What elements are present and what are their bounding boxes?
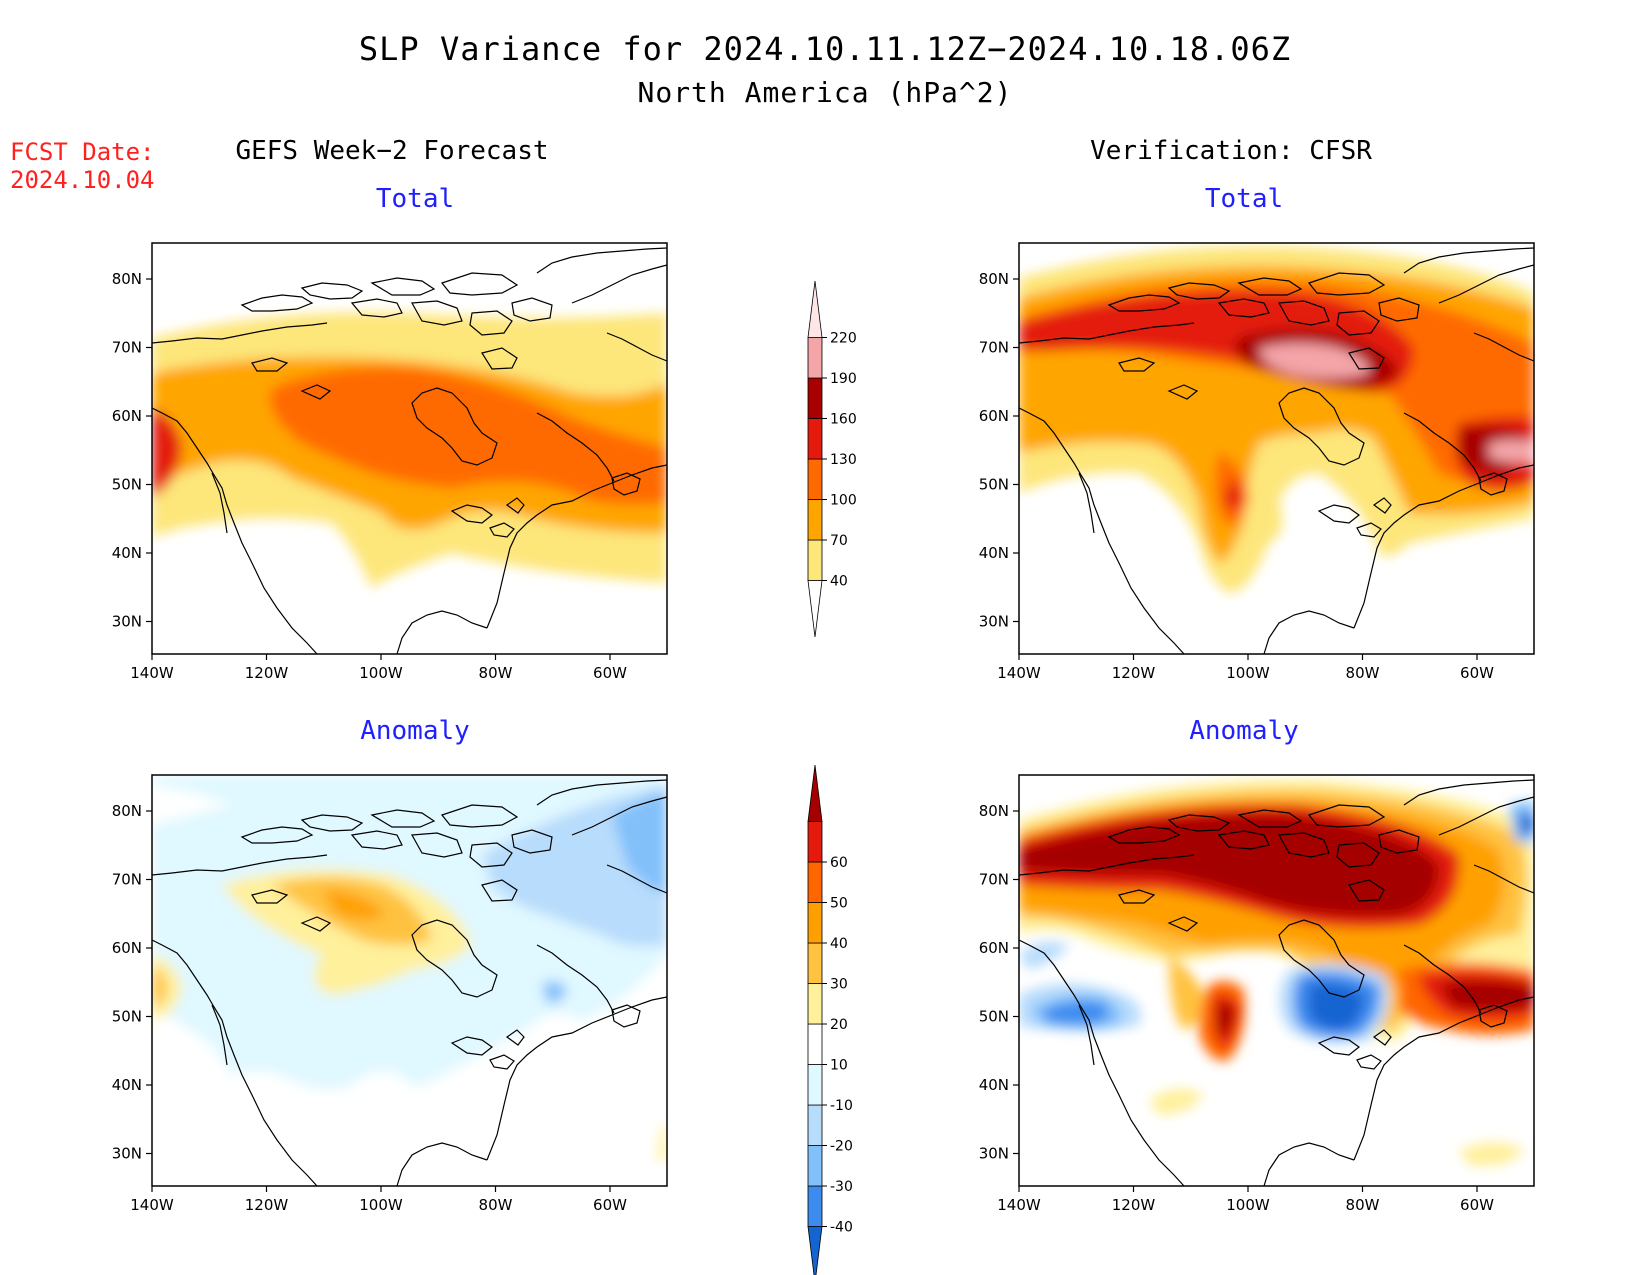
right-column-title: Verification: CFSR bbox=[1090, 136, 1372, 166]
colorbar-swatch bbox=[807, 902, 823, 944]
lat-tick-label-forecast-anomaly: 50N bbox=[112, 1008, 142, 1026]
lon-tick-label-forecast-anomaly: 80W bbox=[479, 1196, 513, 1214]
colorbar-label: 20 bbox=[830, 1017, 848, 1033]
panel-title-forecast-total: Total bbox=[375, 184, 455, 214]
panel-title-verification-anomaly: Anomaly bbox=[1189, 716, 1299, 746]
colorbar-swatch bbox=[807, 280, 823, 338]
lat-tick-label-verification-anomaly: 80N bbox=[979, 802, 1009, 820]
main-subtitle: North America (hPa^2) bbox=[637, 76, 1013, 109]
colorbar-swatch bbox=[807, 1145, 823, 1187]
lat-tick-label-forecast-total: 40N bbox=[112, 544, 142, 562]
lon-tick-label-verification-total: 80W bbox=[1346, 664, 1380, 682]
main-title: SLP Variance for 2024.10.11.12Z−2024.10.… bbox=[358, 30, 1292, 68]
lon-tick-label-forecast-anomaly: 60W bbox=[593, 1196, 627, 1214]
colorbar-label: 40 bbox=[830, 936, 848, 952]
lat-tick-label-forecast-total: 80N bbox=[112, 270, 142, 288]
colorbar-swatch bbox=[807, 1226, 823, 1275]
colorbar-label: -20 bbox=[830, 1139, 853, 1155]
lon-tick-label-verification-total: 120W bbox=[1112, 664, 1156, 682]
left-column-title: GEFS Week−2 Forecast bbox=[235, 136, 549, 166]
map-verification-total bbox=[1019, 246, 1534, 593]
map-forecast-total bbox=[152, 312, 667, 588]
lat-tick-label-forecast-anomaly: 80N bbox=[112, 802, 142, 820]
colorbar-swatch bbox=[807, 1104, 823, 1146]
colorbar-label: 60 bbox=[830, 855, 848, 871]
lon-tick-label-verification-total: 140W bbox=[997, 664, 1041, 682]
colorbar-swatch bbox=[807, 377, 823, 419]
map-forecast-anomaly bbox=[152, 775, 667, 1160]
lat-tick-label-verification-anomaly: 40N bbox=[979, 1076, 1009, 1094]
lat-tick-label-verification-total: 30N bbox=[979, 613, 1009, 631]
colorbar-swatch bbox=[807, 983, 823, 1025]
colorbar-swatch bbox=[807, 1064, 823, 1106]
colorbar-swatch bbox=[807, 499, 823, 541]
colorbar-swatch bbox=[807, 1185, 823, 1227]
colorbar-label: -10 bbox=[830, 1098, 853, 1114]
colorbar-label: 160 bbox=[830, 412, 857, 428]
lat-tick-label-forecast-anomaly: 40N bbox=[112, 1076, 142, 1094]
lat-tick-label-forecast-total: 30N bbox=[112, 613, 142, 631]
colorbar-label: -40 bbox=[830, 1220, 853, 1236]
colorbar-swatch bbox=[807, 861, 823, 903]
lon-tick-label-forecast-total: 100W bbox=[359, 664, 403, 682]
lon-tick-label-verification-total: 60W bbox=[1460, 664, 1494, 682]
colorbar-swatch bbox=[807, 942, 823, 984]
lat-tick-label-forecast-anomaly: 30N bbox=[112, 1145, 142, 1163]
lon-tick-label-forecast-anomaly: 100W bbox=[359, 1196, 403, 1214]
lon-tick-label-verification-anomaly: 100W bbox=[1226, 1196, 1270, 1214]
colorbar-label: 30 bbox=[830, 977, 848, 993]
colorbar-swatch bbox=[807, 539, 823, 581]
lat-tick-label-verification-total: 80N bbox=[979, 270, 1009, 288]
colorbar-anomaly: -40 -30 -20 -10 10 20 30 40 50 60 bbox=[807, 764, 853, 1275]
lon-tick-label-verification-total: 100W bbox=[1226, 664, 1270, 682]
colorbar-label: 40 bbox=[830, 574, 848, 590]
lon-tick-label-forecast-total: 120W bbox=[245, 664, 289, 682]
lon-tick-label-verification-anomaly: 120W bbox=[1112, 1196, 1156, 1214]
lat-tick-label-verification-total: 40N bbox=[979, 544, 1009, 562]
lon-tick-label-forecast-total: 80W bbox=[479, 664, 513, 682]
lon-tick-label-forecast-total: 140W bbox=[130, 664, 174, 682]
colorbar-label: 220 bbox=[830, 331, 857, 347]
colorbar-label: 190 bbox=[830, 371, 857, 387]
lon-tick-label-forecast-total: 60W bbox=[593, 664, 627, 682]
colorbar-label: 130 bbox=[830, 452, 857, 468]
lon-tick-label-verification-anomaly: 80W bbox=[1346, 1196, 1380, 1214]
lon-tick-label-forecast-anomaly: 120W bbox=[245, 1196, 289, 1214]
lat-tick-label-verification-anomaly: 60N bbox=[979, 939, 1009, 957]
lon-tick-label-forecast-anomaly: 140W bbox=[130, 1196, 174, 1214]
colorbar-swatch bbox=[807, 458, 823, 500]
colorbar-swatch bbox=[807, 337, 823, 379]
colorbar-label: 50 bbox=[830, 896, 848, 912]
lat-tick-label-verification-total: 60N bbox=[979, 407, 1009, 425]
lon-tick-label-verification-anomaly: 60W bbox=[1460, 1196, 1494, 1214]
colorbar-label: -30 bbox=[830, 1179, 853, 1195]
lon-tick-label-verification-anomaly: 140W bbox=[997, 1196, 1041, 1214]
colorbar-label: 100 bbox=[830, 493, 857, 509]
colorbar-swatch bbox=[807, 418, 823, 460]
forecast-date-label: FCST Date: 2024.10.04 bbox=[10, 138, 155, 194]
lat-tick-label-verification-total: 70N bbox=[979, 339, 1009, 357]
colorbar-label: 70 bbox=[830, 533, 848, 549]
axes-layer: 80N 70N 60N 50N 40N 30N 140W 120W 100W 80W 60W 80N 7… bbox=[112, 270, 1494, 1214]
lat-tick-label-forecast-total: 60N bbox=[112, 407, 142, 425]
colorbar-label: 10 bbox=[830, 1058, 848, 1074]
colorbar-swatch bbox=[807, 1023, 823, 1065]
lat-tick-label-verification-anomaly: 30N bbox=[979, 1145, 1009, 1163]
map-verification-anomaly bbox=[1019, 779, 1534, 1166]
lat-tick-label-forecast-anomaly: 60N bbox=[112, 939, 142, 957]
lat-tick-label-verification-anomaly: 50N bbox=[979, 1008, 1009, 1026]
colorbar-total: 40 70 100 130 160 190 220 bbox=[807, 280, 857, 638]
lat-tick-label-forecast-total: 70N bbox=[112, 339, 142, 357]
lat-tick-label-forecast-anomaly: 70N bbox=[112, 871, 142, 889]
colorbar-swatch bbox=[807, 821, 823, 863]
lat-tick-label-verification-total: 50N bbox=[979, 476, 1009, 494]
lat-tick-label-forecast-total: 50N bbox=[112, 476, 142, 494]
colorbar-swatch bbox=[807, 580, 823, 638]
colorbar-swatch bbox=[807, 764, 823, 822]
panel-title-forecast-anomaly: Anomaly bbox=[360, 716, 470, 746]
panel-title-verification-total: Total bbox=[1204, 184, 1284, 214]
lat-tick-label-verification-anomaly: 70N bbox=[979, 871, 1009, 889]
